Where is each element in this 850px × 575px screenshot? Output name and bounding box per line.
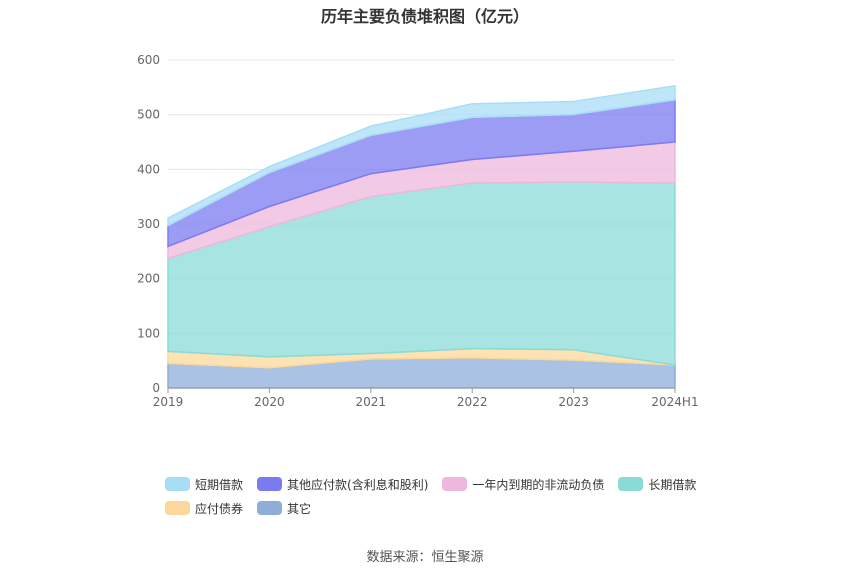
y-tick-label: 300 [137, 217, 160, 231]
chart-title: 历年主要负债堆积图（亿元） [320, 7, 529, 26]
y-tick-label: 600 [137, 53, 160, 67]
series-area-5 [167, 84, 676, 227]
legend-item[interactable]: 其他应付款(含利息和股利) [257, 472, 428, 496]
legend-swatch [257, 477, 283, 491]
x-tick-label: 2022 [457, 395, 488, 409]
data-source-note: 数据来源：恒生聚源 [366, 550, 484, 565]
legend-item[interactable]: 应付债券 [165, 496, 243, 520]
legend-label: 一年内到期的非流动负债 [472, 477, 605, 492]
x-tick-label: 2023 [558, 395, 589, 409]
x-tick-label: 2024H1 [651, 395, 698, 409]
legend-swatch [442, 477, 468, 491]
legend: 短期借款 其他应付款(含利息和股利) 一年内到期的非流动负债 长期借款应付债券 其它 [165, 472, 725, 520]
legend-label: 应付债券 [195, 501, 244, 516]
legend-label: 短期借款 [195, 477, 244, 492]
x-tick-label: 2019 [153, 395, 184, 409]
y-tick-label: 0 [152, 381, 160, 395]
legend-item[interactable]: 一年内到期的非流动负债 [442, 472, 604, 496]
legend-item[interactable]: 长期借款 [618, 472, 696, 496]
legend-label: 长期借款 [648, 477, 697, 492]
x-tick-label: 2020 [254, 395, 285, 409]
y-tick-label: 200 [137, 272, 160, 286]
legend-label: 其他应付款(含利息和股利) [287, 477, 429, 492]
legend-swatch [165, 501, 190, 515]
y-tick-label: 400 [137, 162, 160, 176]
x-tick-label: 2021 [356, 395, 387, 409]
stacked-area-chart: 0 100 200 300 400 500 600 2019 2020 2021 2022 2023 2… [137, 53, 699, 409]
y-tick-label: 100 [137, 326, 160, 340]
legend-swatch [257, 501, 283, 515]
legend-label: 其它 [287, 501, 312, 516]
y-tick-label: 500 [137, 108, 160, 122]
legend-swatch [165, 477, 190, 491]
legend-swatch [618, 477, 644, 491]
legend-item[interactable]: 其它 [257, 496, 311, 520]
legend-item[interactable]: 短期借款 [165, 472, 243, 496]
